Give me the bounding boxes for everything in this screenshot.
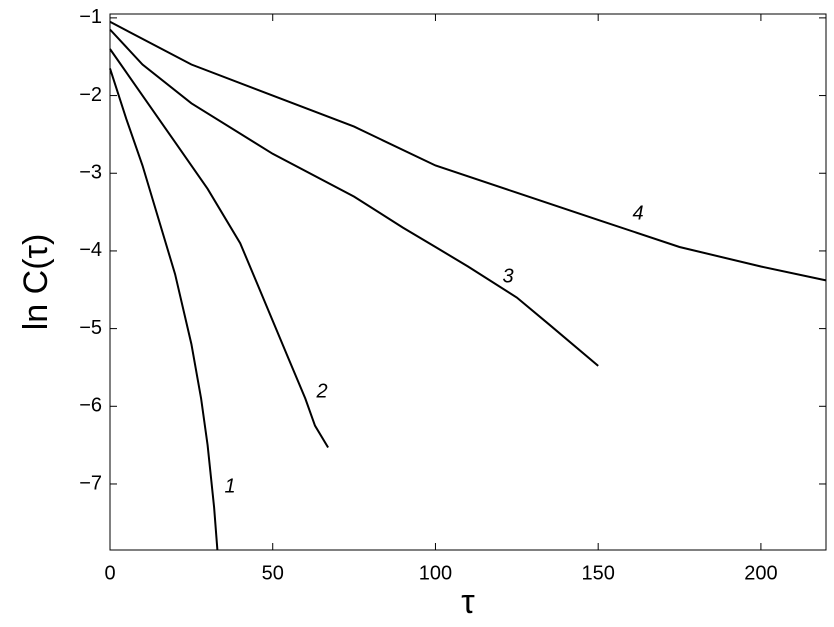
line: [109, 48, 329, 449]
x-axis-label: τ: [461, 583, 475, 621]
y-axis-label: ln C(τ): [17, 234, 55, 331]
series-label: 4: [632, 202, 643, 224]
x-tick-label: 150: [581, 562, 614, 584]
y-tick-label: −2: [79, 84, 102, 106]
series-label: 1: [224, 475, 235, 497]
y-tick-label: −1: [79, 6, 102, 28]
line: [109, 68, 219, 551]
series-label: 3: [502, 265, 513, 287]
y-tick-label: −4: [79, 239, 102, 261]
plot-frame: [109, 13, 827, 551]
line: [109, 20, 827, 282]
y-tick-label: −5: [79, 317, 102, 339]
x-tick-label: 0: [104, 562, 115, 584]
y-tick-label: −6: [79, 395, 102, 417]
y-tick-label: −3: [79, 162, 102, 184]
x-tick-label: 50: [262, 562, 284, 584]
x-tick-label: 100: [419, 562, 452, 584]
y-tick-label: −7: [79, 472, 102, 494]
x-tick-label: 200: [744, 562, 777, 584]
line: [109, 28, 599, 367]
series-label: 2: [315, 380, 327, 402]
